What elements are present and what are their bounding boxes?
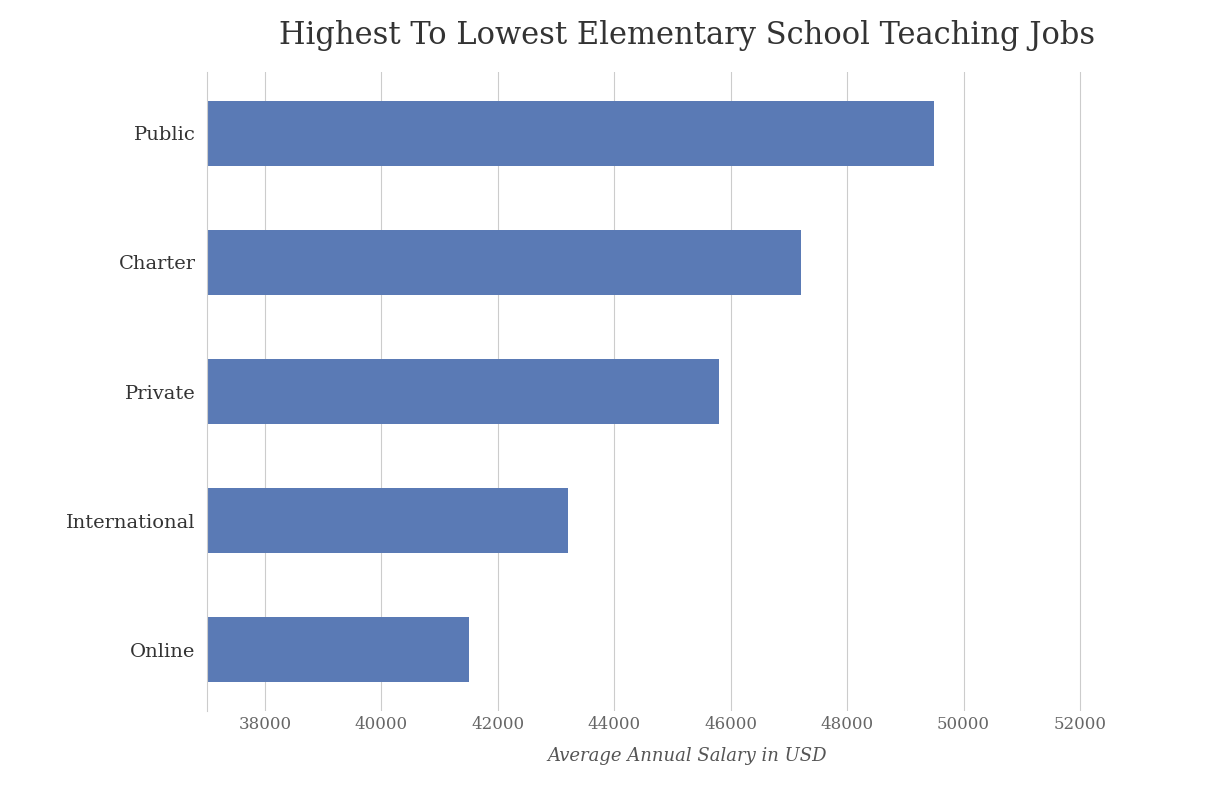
Bar (0, 101, 934, 165)
Bar (0, 360, 719, 423)
X-axis label: Average Annual Salary in USD: Average Annual Salary in USD (547, 747, 827, 765)
Bar (0, 488, 568, 553)
Title: Highest To Lowest Elementary School Teaching Jobs: Highest To Lowest Elementary School Teac… (278, 20, 1096, 51)
Bar (0, 618, 468, 682)
Bar (0, 230, 800, 295)
